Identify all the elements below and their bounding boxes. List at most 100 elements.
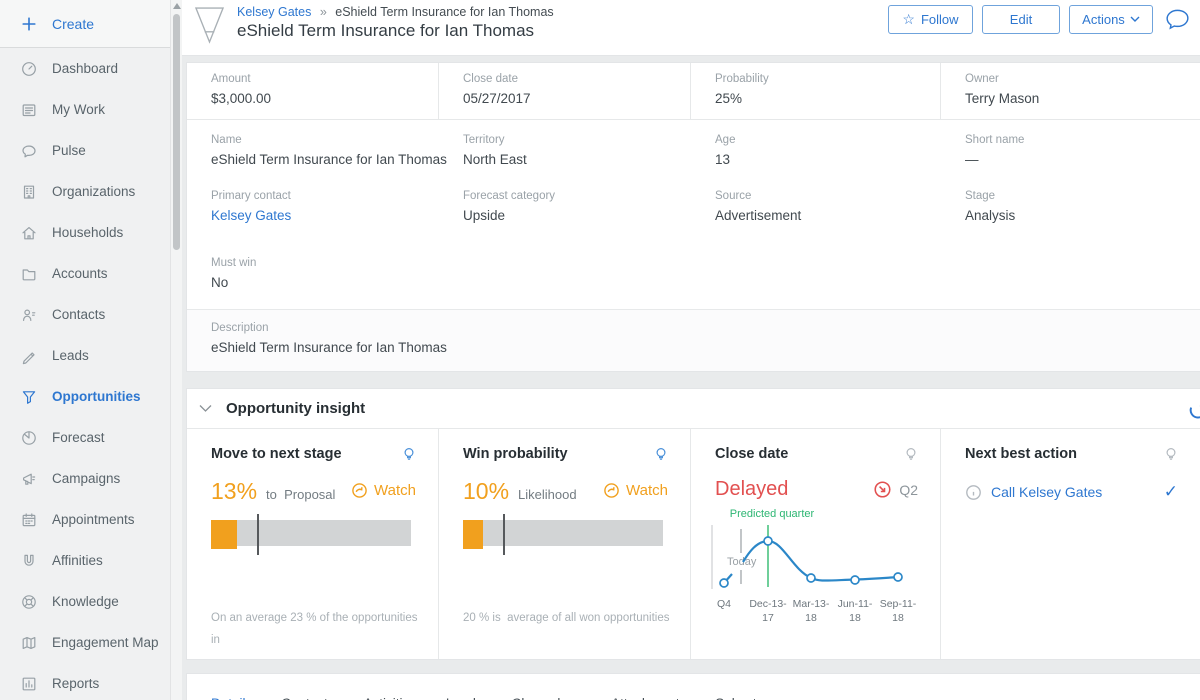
knowledge-icon: [20, 593, 38, 611]
watch-button[interactable]: Watch: [351, 482, 416, 499]
sidebar-item-my-work[interactable]: My Work: [0, 89, 170, 130]
sidebar-item-create[interactable]: Create: [0, 0, 170, 48]
primary-contact-link[interactable]: Kelsey Gates: [211, 208, 292, 223]
insight-header: Opportunity insight: [187, 389, 1200, 429]
field-value: 13: [715, 152, 731, 167]
sidebar-item-reports[interactable]: Reports: [0, 663, 170, 700]
breadcrumb-current: eShield Term Insurance for Ian Thomas: [335, 5, 554, 19]
star-icon: ☆: [902, 11, 915, 27]
sidebar-item-label: Affinities: [52, 553, 103, 568]
sidebar-item-label: Dashboard: [52, 61, 119, 76]
summary-fields-panel: Amount $3,000.00 Close date 05/27/2017 P…: [186, 62, 1200, 372]
my-work-icon: [20, 101, 38, 119]
engagement-map-icon: [20, 634, 38, 652]
card-title: Next best action: [965, 446, 1077, 462]
sidebar-item-affinities[interactable]: Affinities: [0, 540, 170, 581]
field-label: Source: [715, 190, 752, 202]
close-date-status: Delayed: [715, 478, 789, 500]
sidebar-item-appointments[interactable]: Appointments: [0, 499, 170, 540]
complete-check-icon[interactable]: ✓: [1163, 482, 1178, 501]
field-forecast-category: Forecast category Upside: [439, 176, 691, 232]
field-stage: Stage Analysis: [941, 176, 1200, 232]
field-source: Source Advertisement: [691, 176, 941, 232]
sidebar-item-organizations[interactable]: Organizations: [0, 171, 170, 212]
tab-contacts[interactable]: Contacts: [281, 696, 334, 700]
sidebar-item-opportunities[interactable]: Opportunities: [0, 376, 170, 417]
info-icon[interactable]: [965, 484, 982, 501]
field-territory: Territory North East: [439, 120, 691, 176]
field-owner: Owner Terry Mason: [941, 63, 1200, 119]
field-amount: Amount $3,000.00: [187, 63, 439, 119]
today-label: Today: [727, 556, 757, 568]
x-axis-label: Mar-13- 18: [792, 598, 830, 624]
chevron-down-icon: [1130, 16, 1140, 23]
insight-cards: Move to next stage 13% to Proposal Watch: [187, 429, 1200, 659]
win-probability-label: Likelihood: [518, 487, 577, 502]
field-name: Name eShield Term Insurance for Ian Thom…: [187, 120, 447, 176]
stage-progress-bar: [211, 514, 411, 555]
insight-title: Opportunity insight: [226, 400, 366, 417]
win-progress-bar: [463, 514, 663, 555]
sidebar-item-knowledge[interactable]: Knowledge: [0, 581, 170, 622]
plus-icon: [20, 15, 38, 33]
field-value: 05/27/2017: [463, 91, 531, 106]
chat-bubble-icon[interactable]: [1165, 8, 1190, 31]
tab-attachments[interactable]: Attachments: [611, 696, 686, 700]
sidebar-item-campaigns[interactable]: Campaigns: [0, 458, 170, 499]
lightbulb-icon[interactable]: [654, 446, 668, 469]
card-win-probability: Win probability 10% Likelihood Watch: [439, 429, 691, 659]
lightbulb-icon[interactable]: [904, 446, 918, 469]
scrollbar-up-arrow-icon[interactable]: [172, 3, 181, 9]
breadcrumb-parent-link[interactable]: Kelsey Gates: [237, 5, 312, 19]
average-marker: [503, 514, 505, 555]
stage-move-percent: 13%: [211, 478, 258, 504]
field-probability: Probability 25%: [691, 63, 941, 119]
progress-fill: [211, 520, 237, 549]
reports-icon: [20, 675, 38, 693]
lightbulb-icon[interactable]: [402, 446, 416, 469]
field-short-name: Short name —: [941, 120, 1200, 176]
field-value: eShield Term Insurance for Ian Thomas: [211, 152, 447, 167]
field-value: No: [211, 275, 229, 290]
actions-button[interactable]: Actions: [1069, 5, 1153, 34]
tab-close-plans[interactable]: Close plans: [512, 696, 583, 700]
sidebar-item-label: Knowledge: [52, 594, 119, 609]
sidebar-item-label: Leads: [52, 348, 89, 363]
tab-details[interactable]: Details: [211, 696, 252, 700]
next-action-row: Call Kelsey Gates ✓: [965, 482, 1186, 502]
field-age: Age 13: [691, 120, 941, 176]
collapse-chevron-icon[interactable]: [199, 404, 212, 413]
x-axis-label: Sep-11- 18: [879, 598, 917, 624]
tab-leads[interactable]: Leads: [446, 696, 483, 700]
sidebar-item-households[interactable]: Households: [0, 212, 170, 253]
refresh-icon[interactable]: [1187, 399, 1200, 426]
watch-button[interactable]: Watch: [603, 482, 668, 499]
sidebar: Create Dashboard My Work Pulse Organiza: [0, 0, 182, 700]
field-label: Probability: [715, 73, 769, 85]
leads-icon: [20, 347, 38, 365]
field-value: Analysis: [965, 208, 1016, 223]
sidebar-scrollbar[interactable]: [170, 0, 182, 700]
sidebar-item-accounts[interactable]: Accounts: [0, 253, 170, 294]
follow-button[interactable]: ☆ Follow: [888, 5, 973, 34]
card-title: Move to next stage: [211, 446, 342, 462]
sidebar-item-dashboard[interactable]: Dashboard: [0, 48, 170, 89]
breadcrumb-separator: »: [319, 5, 327, 19]
edit-button[interactable]: Edit: [982, 5, 1060, 34]
sidebar-item-label: Campaigns: [52, 471, 121, 486]
record-tabs: Details Contacts Activities Leads Close …: [211, 696, 1200, 700]
field-label: Age: [715, 134, 736, 146]
sidebar-item-contacts[interactable]: Contacts: [0, 294, 170, 335]
lightbulb-icon[interactable]: [1164, 446, 1178, 469]
call-contact-link[interactable]: Call Kelsey Gates: [991, 484, 1103, 500]
sidebar-item-engagement-map[interactable]: Engagement Map: [0, 622, 170, 663]
sidebar-item-leads[interactable]: Leads: [0, 335, 170, 376]
scrollbar-thumb[interactable]: [173, 14, 180, 250]
campaigns-icon: [20, 470, 38, 488]
field-label: Territory: [463, 134, 505, 146]
tab-sales-team[interactable]: Sales team: [715, 696, 783, 700]
sidebar-item-forecast[interactable]: Forecast: [0, 417, 170, 458]
sidebar-item-pulse[interactable]: Pulse: [0, 130, 170, 171]
field-label: Primary contact: [211, 190, 291, 202]
tab-activities[interactable]: Activities: [364, 696, 417, 700]
